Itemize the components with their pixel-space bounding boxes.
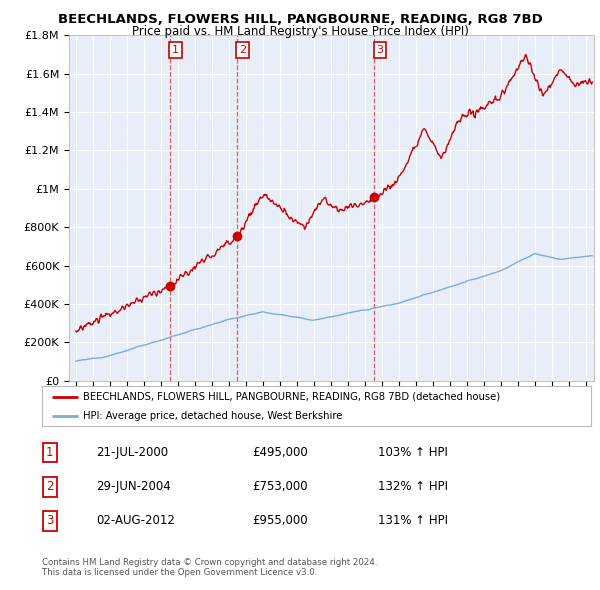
Text: Price paid vs. HM Land Registry's House Price Index (HPI): Price paid vs. HM Land Registry's House …	[131, 25, 469, 38]
Text: Contains HM Land Registry data © Crown copyright and database right 2024.: Contains HM Land Registry data © Crown c…	[42, 558, 377, 566]
Text: 21-JUL-2000: 21-JUL-2000	[96, 446, 168, 459]
Text: This data is licensed under the Open Government Licence v3.0.: This data is licensed under the Open Gov…	[42, 568, 317, 577]
Text: BEECHLANDS, FLOWERS HILL, PANGBOURNE, READING, RG8 7BD: BEECHLANDS, FLOWERS HILL, PANGBOURNE, RE…	[58, 13, 542, 26]
Text: £955,000: £955,000	[252, 514, 308, 527]
Text: 103% ↑ HPI: 103% ↑ HPI	[378, 446, 448, 459]
Text: £495,000: £495,000	[252, 446, 308, 459]
Text: BEECHLANDS, FLOWERS HILL, PANGBOURNE, READING, RG8 7BD (detached house): BEECHLANDS, FLOWERS HILL, PANGBOURNE, RE…	[83, 392, 500, 402]
Text: 3: 3	[46, 514, 53, 527]
Text: 2: 2	[46, 480, 53, 493]
Text: 3: 3	[377, 45, 383, 55]
Text: £753,000: £753,000	[252, 480, 308, 493]
Text: 02-AUG-2012: 02-AUG-2012	[96, 514, 175, 527]
Text: 1: 1	[46, 446, 53, 459]
Text: 29-JUN-2004: 29-JUN-2004	[96, 480, 171, 493]
Text: 132% ↑ HPI: 132% ↑ HPI	[378, 480, 448, 493]
Text: 131% ↑ HPI: 131% ↑ HPI	[378, 514, 448, 527]
Text: HPI: Average price, detached house, West Berkshire: HPI: Average price, detached house, West…	[83, 411, 343, 421]
Text: 2: 2	[239, 45, 246, 55]
Text: 1: 1	[172, 45, 179, 55]
